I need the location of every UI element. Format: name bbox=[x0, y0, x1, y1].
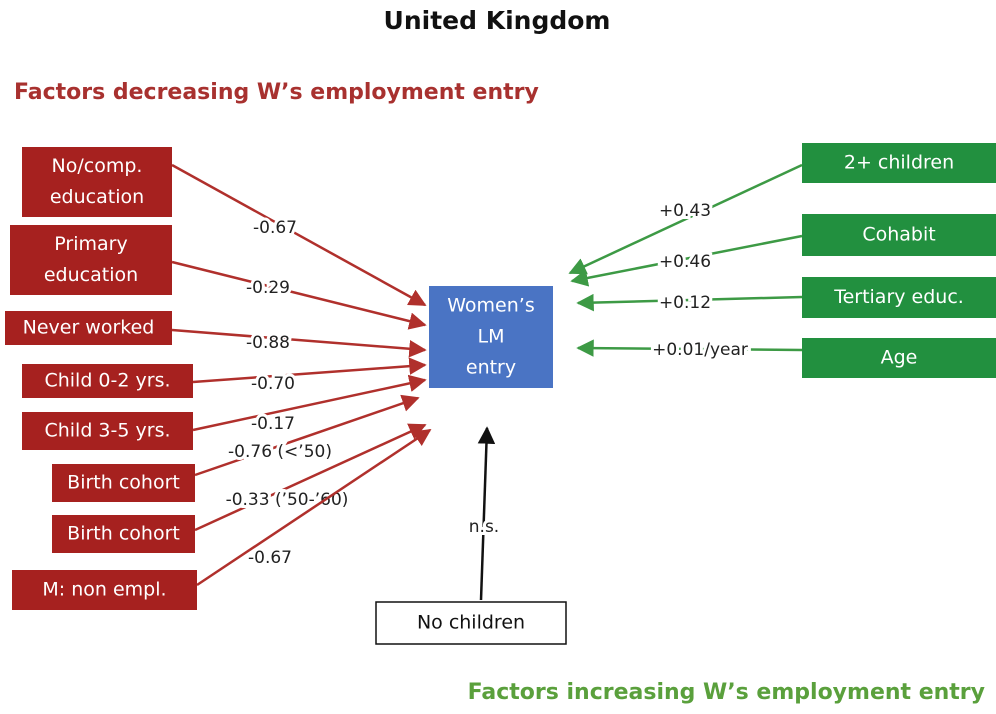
decreasing-factor-label: Never worked bbox=[23, 317, 155, 339]
decreasing-factor-label: education bbox=[50, 186, 144, 208]
decreasing-factor-label: Child 3-5 yrs. bbox=[44, 420, 170, 442]
neutral-factor bbox=[375, 601, 567, 645]
edge-label: -0.76 (<’50) bbox=[228, 442, 332, 462]
edge-label: -0.29 bbox=[246, 278, 290, 298]
negative-arrow bbox=[192, 374, 427, 432]
decreasing-factor bbox=[22, 364, 193, 398]
positive-arrow bbox=[568, 163, 803, 275]
increasing-factor-label: 2+ children bbox=[844, 152, 954, 174]
outcome-node bbox=[429, 286, 553, 388]
increasing-factor bbox=[802, 143, 996, 183]
decreasing-factor bbox=[22, 147, 172, 217]
decreasing-factor-label: Birth cohort bbox=[67, 523, 180, 545]
decreasing-factor-label: Primary bbox=[54, 233, 127, 255]
decreasing-factor bbox=[22, 412, 193, 450]
edge-label: n.s. bbox=[469, 517, 499, 537]
increasing-heading: Factors increasing W’s employment entry bbox=[468, 680, 985, 705]
negative-arrow bbox=[171, 260, 427, 330]
increasing-factor-label: Cohabit bbox=[862, 224, 935, 246]
decreasing-factor-label: Child 0-2 yrs. bbox=[44, 370, 170, 392]
decreasing-factor-label: Birth cohort bbox=[67, 472, 180, 494]
edge-label: -0.33 (’50-’60) bbox=[226, 490, 349, 510]
neutral-arrow bbox=[477, 426, 496, 601]
outcome-node-label: LM bbox=[478, 326, 505, 348]
decreasing-factor bbox=[12, 570, 197, 610]
edge-label: -0.88 bbox=[246, 333, 290, 353]
edge-label: +0.01/year bbox=[652, 340, 748, 360]
increasing-factor-label: Tertiary educ. bbox=[833, 286, 964, 308]
decreasing-factor bbox=[52, 515, 195, 553]
positive-arrow bbox=[576, 293, 803, 312]
decreasing-factor-label: No/comp. bbox=[52, 155, 143, 177]
decreasing-factor bbox=[10, 225, 172, 295]
outcome-node-label: Women’s bbox=[447, 295, 534, 317]
edge-label: -0.67 bbox=[253, 218, 297, 238]
edge-label: -0.70 bbox=[251, 374, 295, 394]
increasing-factor bbox=[802, 214, 996, 256]
neutral-factor-label: No children bbox=[417, 612, 525, 634]
edge-label: -0.67 bbox=[248, 548, 292, 568]
decreasing-factor-label: education bbox=[44, 264, 138, 286]
decreasing-factor bbox=[5, 311, 172, 345]
outcome-node-label: entry bbox=[466, 357, 516, 379]
edge-label: +0.43 bbox=[659, 201, 711, 221]
decreasing-heading: Factors decreasing W’s employment entry bbox=[14, 80, 539, 105]
positive-arrow bbox=[570, 234, 803, 287]
decreasing-factor-label: M: non empl. bbox=[42, 579, 166, 601]
increasing-factor bbox=[802, 277, 996, 318]
negative-arrow bbox=[194, 394, 420, 477]
positive-arrow bbox=[576, 339, 803, 357]
negative-arrow bbox=[196, 428, 432, 587]
title: United Kingdom bbox=[384, 6, 611, 35]
negative-arrow bbox=[192, 357, 427, 384]
negative-arrow bbox=[171, 328, 427, 358]
edge-label: -0.17 bbox=[251, 414, 295, 434]
increasing-factor-label: Age bbox=[881, 347, 918, 369]
edge-label: +0.46 bbox=[659, 252, 711, 272]
edge-label: +0.12 bbox=[659, 293, 711, 313]
negative-arrow bbox=[194, 423, 427, 532]
increasing-factor bbox=[802, 338, 996, 378]
negative-arrow bbox=[171, 163, 427, 307]
decreasing-factor bbox=[52, 464, 195, 502]
